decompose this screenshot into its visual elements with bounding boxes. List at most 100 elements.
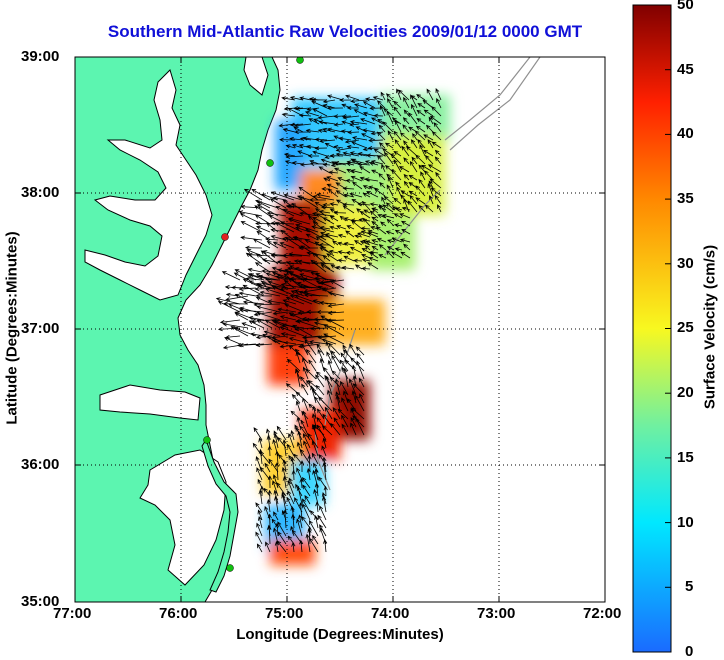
velocity-arrow — [275, 450, 280, 465]
velocity-arrow — [341, 120, 352, 125]
velocity-arrow — [317, 348, 325, 364]
velocity-arrow — [280, 229, 295, 241]
velocity-arrow — [280, 282, 305, 289]
velocity-arrow — [319, 138, 336, 144]
velocity-arrow — [350, 169, 363, 174]
velocity-arrow — [350, 99, 368, 104]
velocity-arrow — [308, 118, 320, 125]
velocity-arrow — [403, 173, 410, 181]
velocity-arrow — [346, 144, 360, 150]
velocity-arrow — [403, 180, 410, 189]
velocity-arrow — [267, 475, 272, 489]
velocity-arrow — [379, 182, 386, 189]
velocity-arrow — [349, 343, 357, 356]
velocity-arrow — [296, 486, 303, 505]
radar-station — [226, 564, 234, 572]
velocity-arrow — [343, 241, 355, 246]
velocity-arrow — [275, 462, 280, 481]
velocity-arrow — [323, 177, 331, 182]
velocity-arrow — [301, 516, 311, 529]
velocity-arrow — [267, 513, 272, 529]
velocity-arrow — [318, 120, 336, 125]
velocity-arrow — [332, 407, 341, 420]
velocity-arrow — [290, 430, 295, 441]
velocity-arrow — [371, 216, 379, 222]
colorbar-tick-label: 15 — [677, 449, 694, 466]
velocity-arrow — [341, 265, 355, 270]
velocity-arrow — [312, 217, 327, 225]
velocity-arrow — [280, 332, 297, 337]
velocity-arrow — [381, 163, 386, 173]
velocity-arrow — [309, 160, 320, 165]
velocity-arrow — [318, 396, 333, 412]
velocity-arrow — [308, 340, 329, 345]
velocity-arrow — [336, 225, 347, 230]
velocity-arrow — [329, 280, 345, 289]
velocity-arrow — [400, 190, 410, 197]
y-tick-label: 36:00 — [21, 456, 60, 473]
velocity-arrow — [312, 260, 335, 265]
velocity-arrow — [289, 96, 304, 101]
velocity-arrow — [255, 199, 279, 209]
velocity-arrow — [362, 217, 371, 227]
velocity-arrow — [376, 155, 386, 165]
velocity-arrow — [326, 253, 339, 262]
velocity-arrow — [385, 202, 395, 211]
colorbar-tick-label: 40 — [677, 125, 694, 142]
velocity-arrow — [383, 195, 394, 205]
velocity-arrow — [324, 143, 336, 149]
velocity-arrow — [368, 138, 384, 143]
velocity-arrow — [264, 287, 289, 297]
velocity-arrow — [320, 232, 335, 241]
velocity-arrow — [343, 255, 355, 262]
velocity-arrow — [373, 148, 386, 157]
velocity-arrow — [393, 150, 402, 157]
velocity-arrow — [408, 174, 418, 181]
velocity-arrow — [315, 213, 335, 225]
velocity-arrow — [254, 214, 271, 225]
velocity-arrow — [437, 204, 442, 213]
velocity-arrow — [248, 280, 265, 289]
velocity-arrow — [345, 230, 355, 238]
velocity-arrow — [418, 204, 426, 213]
velocity-arrow — [261, 258, 287, 265]
velocity-arrow — [279, 286, 297, 292]
velocity-arrow — [302, 503, 311, 521]
velocity-arrow — [386, 250, 395, 259]
velocity-arrow — [369, 250, 379, 255]
velocity-arrow — [315, 501, 320, 513]
velocity-arrow — [307, 380, 317, 388]
velocity-arrow — [299, 539, 304, 553]
velocity-arrow — [333, 145, 344, 150]
velocity-arrow — [302, 397, 309, 412]
velocity-arrow — [281, 323, 305, 329]
velocity-arrow — [277, 259, 295, 265]
velocity-arrow — [400, 251, 411, 259]
velocity-arrow — [335, 394, 341, 412]
velocity-arrow — [309, 537, 319, 553]
velocity-arrow — [291, 143, 304, 149]
velocity-arrow — [371, 239, 379, 244]
velocity-arrow — [308, 519, 319, 537]
radar-station — [221, 233, 229, 241]
velocity-arrow — [255, 502, 263, 513]
velocity-arrow — [323, 333, 345, 345]
velocity-arrow — [326, 351, 333, 364]
velocity-arrow — [223, 301, 249, 306]
velocity-arrow — [327, 303, 345, 308]
velocity-arrow — [385, 93, 394, 101]
velocity-arrow — [362, 111, 376, 117]
velocity-arrow — [277, 307, 297, 313]
velocity-arrow — [420, 171, 426, 181]
velocity-arrow — [427, 139, 434, 149]
velocity-arrow — [268, 458, 279, 473]
velocity-arrow — [424, 155, 434, 165]
velocity-arrow — [266, 240, 279, 249]
velocity-arrow — [322, 127, 336, 133]
velocity-arrow — [322, 202, 331, 208]
velocity-arrow — [352, 415, 365, 428]
velocity-arrow — [409, 160, 418, 173]
velocity-arrow — [366, 153, 384, 158]
velocity-arrow — [322, 162, 331, 167]
velocity-arrow — [238, 343, 265, 348]
